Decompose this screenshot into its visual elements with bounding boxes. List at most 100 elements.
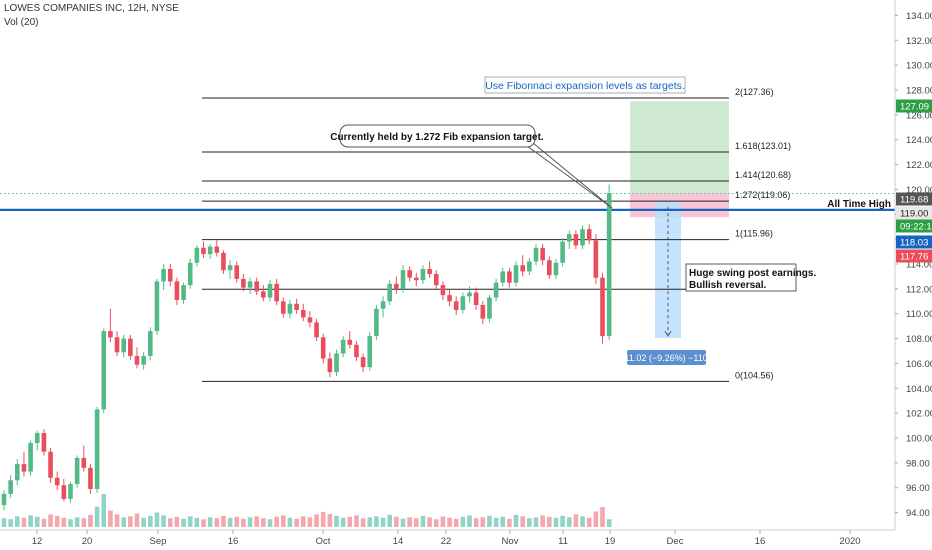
volume-bar <box>234 516 240 527</box>
candle-body <box>94 409 100 489</box>
candle-body <box>427 268 432 274</box>
x-tick-label: 16 <box>228 536 239 547</box>
volume-bar <box>580 516 585 527</box>
candle-body <box>15 464 20 481</box>
measure-label-box <box>627 350 706 365</box>
volume-bar <box>108 510 113 527</box>
volume-bar <box>427 517 432 527</box>
price-tag-label: 118.03 <box>900 238 928 249</box>
volume-bar <box>493 517 499 527</box>
x-tick-label: 12 <box>32 536 43 547</box>
volume-bar <box>221 515 226 527</box>
volume-bar <box>467 515 472 527</box>
candle-body <box>287 303 293 314</box>
candle-body <box>74 457 80 484</box>
volume-indicator-label: Vol (20) <box>4 17 39 28</box>
candle-body <box>593 240 599 278</box>
volume-bar <box>294 518 299 527</box>
volume-bar <box>433 519 439 527</box>
price-tag-label: 117.76 <box>900 252 928 263</box>
volume-bar <box>520 516 525 527</box>
price-tag <box>896 206 932 220</box>
volume-bar <box>507 518 512 527</box>
candle-body <box>540 247 545 261</box>
candle-body <box>314 322 319 338</box>
candle-body <box>354 344 359 358</box>
candle-body <box>181 285 186 301</box>
held-note-box <box>339 124 536 148</box>
volume-bar <box>560 515 565 527</box>
candle-body <box>480 305 486 319</box>
volume-bar <box>274 516 279 527</box>
candle-body <box>108 331 113 338</box>
candle-body <box>520 265 525 272</box>
candle-body <box>227 265 233 271</box>
candle-body <box>161 268 166 282</box>
candle-body <box>234 265 240 279</box>
candle-body <box>487 297 492 319</box>
candle-body <box>134 355 140 365</box>
candle-body <box>307 317 313 323</box>
candle-body <box>527 261 532 272</box>
swing-note-box <box>685 263 797 292</box>
fib-level-label: 0(104.56) <box>735 370 774 380</box>
candle-body <box>460 296 466 310</box>
candle-body <box>533 247 539 262</box>
volume-bar <box>360 518 366 527</box>
volume-bar <box>340 517 346 527</box>
candle-body <box>114 337 120 353</box>
volume-bar <box>387 514 392 527</box>
volume-bar <box>81 518 87 527</box>
candle-body <box>201 247 206 255</box>
swing-note-line2: Bullish reversal. <box>689 280 766 291</box>
volume-bar <box>453 518 459 527</box>
y-tick-label: 108.00 <box>906 334 932 345</box>
volume-bar <box>181 518 186 527</box>
candle-body <box>467 292 472 297</box>
candle-body <box>194 247 200 263</box>
volume-bar <box>420 515 426 527</box>
volume-bar <box>48 514 53 527</box>
candle-body <box>141 355 146 365</box>
x-tick-label: Nov <box>502 536 519 547</box>
measure-label: −11.02 (−9.26%) −1102 <box>619 353 713 363</box>
candle-body <box>380 301 386 309</box>
held-note-pointer <box>532 142 613 209</box>
candle-body <box>267 283 273 298</box>
volume-bar <box>174 516 180 527</box>
candle-body <box>207 246 213 255</box>
volume-bar <box>533 517 539 527</box>
candle-body <box>81 457 87 468</box>
swing-note-line1: Huge swing post earnings. <box>689 268 816 279</box>
volume-bar <box>407 517 412 527</box>
candle-body <box>347 339 353 345</box>
price-tag <box>896 99 932 113</box>
volume-bar <box>593 511 599 527</box>
volume-bar <box>380 517 386 527</box>
volume-bar <box>194 517 200 527</box>
price-tag-label: 09:22:17 <box>900 222 932 233</box>
candle-body <box>440 285 446 296</box>
volume-bar <box>134 513 140 527</box>
candle-body <box>560 241 565 263</box>
candle-body <box>174 281 180 301</box>
candle-body <box>400 270 406 289</box>
x-tick-label: 16 <box>755 536 766 547</box>
y-tick-label: 132.00 <box>906 36 932 47</box>
candle-body <box>553 262 559 276</box>
x-tick-label: Sep <box>150 536 167 547</box>
candle-body <box>334 353 339 373</box>
volume-bar <box>54 515 60 527</box>
volume-bar <box>374 516 379 527</box>
candle-body <box>261 291 266 298</box>
x-tick-label: Oct <box>316 536 331 547</box>
volume-bar <box>61 517 67 527</box>
x-tick-label: 20 <box>82 536 93 547</box>
candle-body <box>48 451 53 478</box>
x-tick-label: Dec <box>667 536 684 547</box>
target-zone <box>630 101 729 194</box>
candle-body <box>21 464 27 472</box>
candle-body <box>493 282 499 298</box>
candle-body <box>414 277 419 281</box>
